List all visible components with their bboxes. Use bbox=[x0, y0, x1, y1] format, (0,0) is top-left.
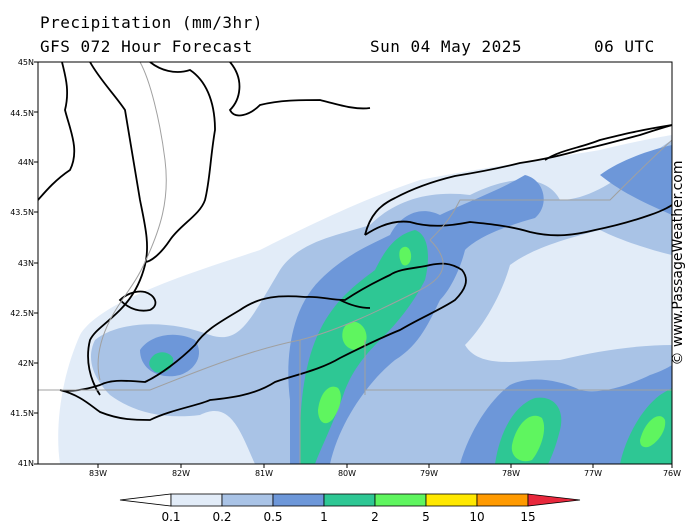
colorbar-label: 2 bbox=[371, 510, 379, 524]
lon-label: 76W bbox=[663, 469, 681, 478]
georgian-bay-shore bbox=[144, 62, 216, 263]
precip-field bbox=[38, 62, 672, 464]
precip-area-0.5 bbox=[288, 175, 544, 464]
colorbar-swatch bbox=[221, 493, 274, 507]
longitude-labels: 83W 82W 81W 80W 79W 78W 77W 76W bbox=[89, 469, 681, 478]
lat-label: 41N bbox=[18, 459, 34, 468]
axis-ticks bbox=[34, 61, 673, 468]
lat-label: 45N bbox=[18, 58, 34, 67]
colorbar-label: 0.5 bbox=[263, 510, 282, 524]
coastlines bbox=[38, 62, 672, 421]
lon-label: 83W bbox=[89, 469, 107, 478]
forecast-date: Sun 04 May 2025 bbox=[370, 37, 522, 56]
lat-label: 44.5N bbox=[10, 109, 34, 118]
colorbar-swatch bbox=[476, 493, 529, 507]
lon-label: 77W bbox=[584, 469, 602, 478]
lake-ontario-shore bbox=[364, 124, 672, 237]
watermark: © www.PassageWeather.com bbox=[670, 160, 686, 366]
lon-label: 78W bbox=[502, 469, 520, 478]
lake-simcoe-north bbox=[228, 62, 371, 117]
colorbar-swatch bbox=[170, 493, 223, 507]
lat-label: 43N bbox=[18, 259, 34, 268]
forecast-time: 06 UTC bbox=[594, 37, 655, 56]
colorbar-label: 1 bbox=[320, 510, 328, 524]
lat-label: 41.5N bbox=[10, 409, 34, 418]
borders bbox=[38, 62, 672, 464]
precip-area-2d bbox=[511, 415, 545, 462]
colorbar-label: 0.2 bbox=[212, 510, 231, 524]
lat-label: 42.5N bbox=[10, 309, 34, 318]
colorbar-swatch bbox=[425, 493, 478, 507]
precip-area-2e bbox=[640, 416, 666, 448]
lon-label: 79W bbox=[420, 469, 438, 478]
precip-area-2b bbox=[399, 246, 412, 266]
lon-label: 82W bbox=[172, 469, 190, 478]
lon-label: 80W bbox=[338, 469, 356, 478]
lat-label: 43.5N bbox=[10, 208, 34, 217]
precip-area-0.5d bbox=[600, 145, 672, 215]
colorbar-swatch bbox=[323, 493, 376, 507]
latitude-labels: 45N 44.5N 44N 43.5N 43N 42.5N 42N 41.5N … bbox=[10, 58, 34, 468]
colorbar: 0.1 0.2 0.5 1 2 5 10 15 bbox=[119, 493, 581, 524]
long-point bbox=[339, 299, 371, 309]
precip-area-2 bbox=[342, 321, 367, 350]
precip-area-2c bbox=[318, 386, 341, 424]
lon-label: 81W bbox=[255, 469, 273, 478]
colorbar-label: 0.1 bbox=[161, 510, 180, 524]
lake-erie-shore bbox=[59, 262, 467, 421]
lat-label: 42N bbox=[18, 359, 34, 368]
chart-title: Precipitation (mm/3hr) bbox=[40, 13, 263, 32]
colorbar-label: 5 bbox=[422, 510, 430, 524]
colorbar-label: 15 bbox=[520, 510, 535, 524]
lat-label: 44N bbox=[18, 158, 34, 167]
colorbar-swatch bbox=[374, 493, 427, 507]
lake-st-clair bbox=[118, 290, 157, 312]
forecast-label: GFS 072 Hour Forecast bbox=[40, 37, 253, 56]
colorbar-swatch bbox=[272, 493, 325, 507]
colorbar-label: 10 bbox=[469, 510, 484, 524]
colorbar-arrow-left bbox=[119, 493, 172, 507]
eastern-shore bbox=[544, 124, 672, 161]
colorbar-arrow-right bbox=[527, 493, 581, 507]
